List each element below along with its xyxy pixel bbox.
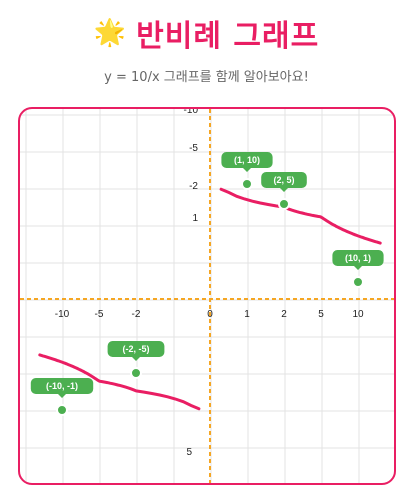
data-points: (1, 10) (2, 5) (10, 1) (-2, -5) (-10, -1) [30, 152, 384, 416]
point-label: (-10, -1) [46, 381, 78, 391]
point-label-pointer [354, 266, 362, 270]
x-tick-label: 1 [244, 309, 250, 320]
point-label-badge [261, 172, 307, 188]
data-point [352, 276, 364, 288]
x-tick-label: 10 [352, 309, 364, 320]
x-tick-label: 2 [281, 309, 287, 320]
y-tick-label: -10 [184, 109, 199, 116]
y-tick-label: -2 [189, 181, 198, 192]
point-label-badge [221, 152, 273, 168]
point-label: (1, 10) [234, 155, 260, 165]
grid-lines [20, 109, 394, 483]
curve-branch-negative [38, 353, 201, 411]
point-label-pointer [243, 168, 251, 172]
data-point [241, 178, 253, 190]
title-row: 🌟 반비례 그래프 [0, 12, 413, 54]
point-group: (-2, -5) [107, 341, 165, 379]
page-title: 반비례 그래프 [136, 19, 320, 54]
y-tick-labels-lower: 510 [186, 447, 192, 458]
x-tick-label: 5 [318, 309, 324, 320]
point-group: (1, 10) [221, 152, 273, 190]
point-label-pointer [58, 394, 66, 398]
star-icon: 🌟 [93, 18, 127, 48]
data-point [278, 198, 290, 210]
y-tick-labels-upper: -10 -5 -2 1 [184, 109, 199, 224]
curve-branch-positive [219, 187, 382, 245]
point-label: (2, 5) [273, 175, 294, 185]
y-tick-label: 5 [186, 447, 192, 458]
data-point [56, 404, 68, 416]
point-label: (-2, -5) [123, 344, 150, 354]
point-label-badge [332, 250, 384, 266]
point-group: (2, 5) [261, 172, 307, 210]
y-tick-label: 1 [192, 213, 198, 224]
x-tick-label: 0 [207, 309, 213, 320]
point-group: (-10, -1) [30, 378, 94, 416]
point-group: (10, 1) [332, 250, 384, 288]
y-tick-label: -5 [189, 143, 198, 154]
point-label-pointer [280, 188, 288, 192]
point-label-pointer [132, 357, 140, 361]
point-label-badge [30, 378, 94, 394]
x-tick-label: -5 [95, 309, 104, 320]
x-tick-label: -2 [132, 309, 141, 320]
point-label-badge [107, 341, 165, 357]
point-label: (10, 1) [345, 253, 371, 263]
x-tick-label: -10 [55, 309, 70, 320]
data-point [130, 367, 142, 379]
page-subtitle: y = 10/x 그래프를 함께 알아보아요! [104, 70, 309, 85]
x-tick-labels: -10 -5 -2 0 1 2 5 10 [55, 309, 364, 320]
